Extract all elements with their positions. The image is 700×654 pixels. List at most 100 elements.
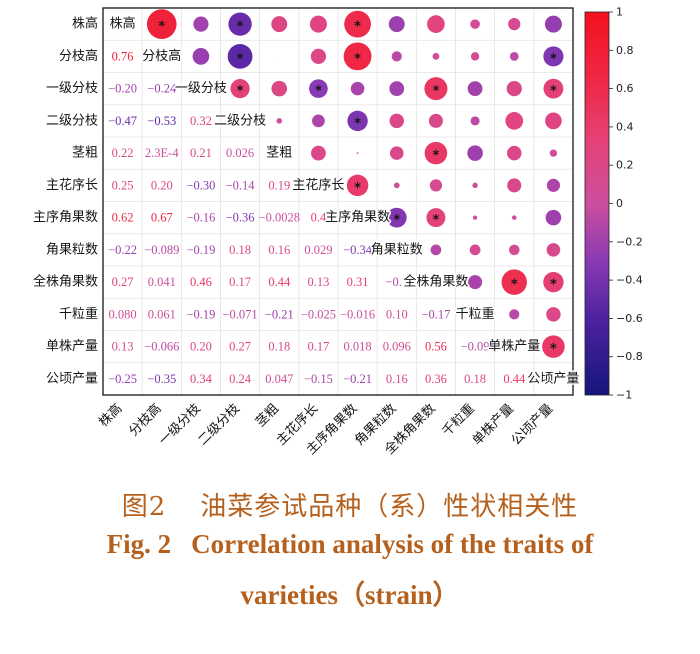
correlation-circle (146, 9, 177, 39)
y-tick-label: 公顷产量 (46, 371, 98, 386)
correlation-value-label: −0.36 (226, 211, 255, 225)
y-tick-label: 千粒重 (59, 306, 98, 322)
correlation-value-label: −0.53 (147, 114, 176, 128)
significance-star: * (237, 52, 244, 67)
significance-star: * (511, 278, 518, 293)
significance-star: * (433, 149, 440, 164)
correlation-circle (549, 149, 558, 157)
correlation-value-label: −0.20 (108, 82, 137, 96)
significance-star: * (433, 84, 440, 99)
correlation-value-label: −0.066 (144, 340, 179, 354)
correlation-circle (467, 81, 483, 97)
colorbar-tick-label: 0.4 (616, 120, 634, 133)
correlation-value-label: 0.20 (151, 178, 173, 192)
colorbar-tick-label: −0.2 (616, 235, 643, 248)
correlation-value-label: −0.35 (147, 372, 176, 386)
x-tick-label: 单株产量 (470, 401, 517, 448)
significance-star: * (433, 213, 440, 228)
correlation-value-label: 0.096 (383, 340, 411, 354)
correlation-value-label: −0.025 (301, 307, 336, 321)
correlation-value-label: 0.061 (148, 307, 176, 321)
figure-caption-english: Fig. 2 Correlation analysis of the traits… (0, 529, 700, 560)
correlation-value-label: 0.080 (109, 307, 137, 321)
correlation-circle (545, 112, 562, 130)
correlation-value-label: −0.0028 (259, 211, 300, 225)
correlation-circle (506, 81, 522, 97)
figure-number-chinese: 图2 (121, 492, 167, 522)
colorbar-tick-label: 0.6 (616, 82, 634, 95)
correlation-circle (468, 275, 483, 290)
figure-title-english-line2: varieties（strain） (240, 580, 460, 610)
correlation-circle (472, 182, 478, 189)
correlation-circle (507, 145, 522, 161)
correlation-value-label: 0.16 (268, 243, 290, 257)
diagonal-variable-label: 单株产量 (488, 339, 540, 354)
correlation-circle (511, 215, 517, 220)
correlation-value-label: −0.14 (226, 178, 256, 192)
correlation-circle (388, 16, 405, 33)
correlation-circle (312, 114, 325, 128)
correlation-circle (227, 43, 253, 69)
correlation-value-label: −0.16 (186, 211, 215, 225)
correlation-circle (228, 12, 252, 36)
correlation-value-label: −0.21 (265, 307, 294, 321)
figure-caption-chinese: 图2 油菜参试品种（系）性状相关性 (0, 486, 700, 523)
correlation-value-label: 0.22 (112, 146, 134, 160)
y-tick-label: 分枝高 (59, 48, 98, 64)
colorbar-tick-label: −0.8 (616, 350, 643, 363)
correlation-value-label: 0.27 (229, 340, 251, 354)
correlation-circle (356, 152, 359, 155)
figure-title-english-line1: Correlation analysis of the traits of (191, 529, 594, 559)
correlation-circle (230, 79, 250, 99)
correlation-matrix: * 0.76 −0.20 −0.24 * −0.47 * −0.53 * 0.32 0.22 2.3E… (102, 7, 581, 396)
correlation-value-label: 0.24 (229, 372, 252, 386)
x-tick-label: 公顷产量 (509, 401, 556, 448)
correlation-circle (271, 16, 288, 33)
correlation-value-label: 0.17 (307, 340, 329, 354)
correlation-value-label: 0.25 (112, 178, 134, 192)
correlation-value-label: 0.44 (268, 275, 291, 289)
correlation-value-label: 0.4 (311, 211, 327, 225)
y-tick-label: 茎粗 (72, 146, 98, 161)
diagonal-variable-label: 角果粒数 (371, 242, 423, 257)
correlation-value-label: 2.3E-4 (145, 146, 179, 160)
correlation-circle (346, 174, 369, 197)
correlation-circle (389, 146, 404, 160)
correlation-value-label: 0.36 (425, 372, 447, 386)
correlation-circle (393, 182, 400, 189)
correlation-value-label: −0.47 (108, 114, 137, 128)
significance-star: * (550, 278, 557, 293)
correlation-value-label: 0.018 (344, 340, 372, 354)
correlation-value-label: 0.13 (112, 340, 134, 354)
colorbar-tick-label: −0.6 (616, 312, 643, 325)
diagonal-variable-label: 分枝高 (142, 48, 181, 64)
correlation-circle (347, 110, 368, 132)
correlation-circle (192, 48, 210, 65)
correlation-circle (546, 307, 561, 322)
correlation-value-label: 0.029 (304, 243, 332, 257)
significance-star: * (354, 52, 361, 67)
correlation-value-label: −0.19 (186, 243, 215, 257)
y-tick-label: 全株角果数 (33, 274, 98, 290)
correlation-circle (501, 269, 527, 295)
significance-star: * (237, 84, 244, 99)
correlation-circle (470, 52, 480, 61)
correlation-circle (508, 17, 521, 31)
correlation-circle (430, 244, 442, 256)
significance-star: * (550, 84, 557, 99)
correlation-circle (427, 15, 445, 33)
correlation-circle (278, 56, 280, 57)
correlation-value-label: −0.089 (144, 243, 179, 257)
correlation-circle (310, 48, 327, 64)
correlation-circle (428, 113, 443, 128)
significance-star: * (354, 20, 361, 35)
x-tick-label: 分枝高 (126, 401, 165, 440)
diagonal-variable-label: 株高 (110, 16, 136, 32)
correlation-circle (424, 77, 448, 101)
correlation-circle (509, 309, 520, 320)
matrix-frame (102, 7, 574, 396)
correlation-circle (193, 16, 209, 32)
significance-star: * (354, 181, 361, 196)
correlation-circle (507, 178, 522, 193)
correlation-circle (542, 335, 565, 358)
